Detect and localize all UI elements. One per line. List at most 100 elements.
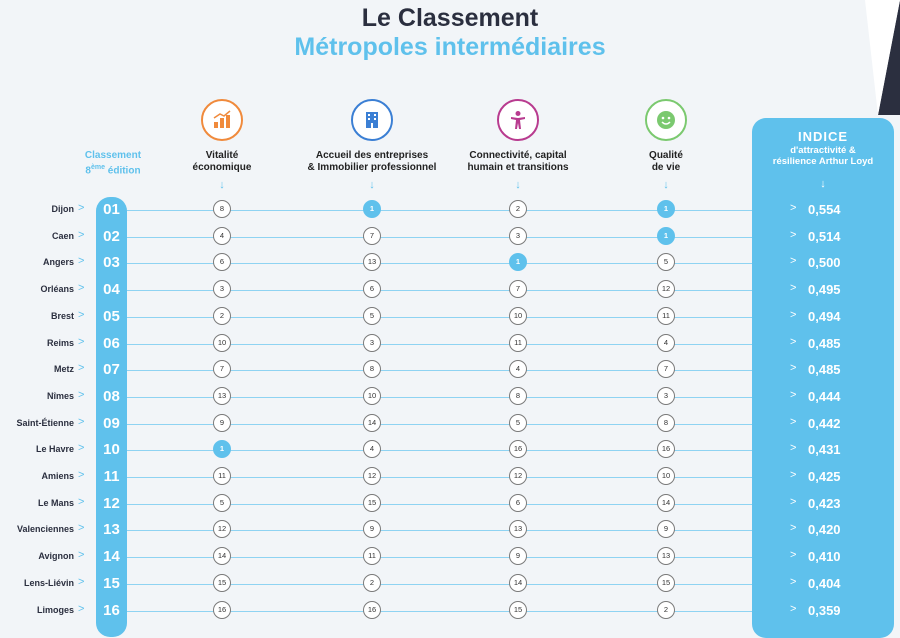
score-circle: 9 <box>509 547 527 566</box>
city-name: Brest <box>50 310 74 321</box>
score-circle: 1 <box>509 253 527 272</box>
table-row: Orléans >04 3 6 7 12 >0,495 <box>0 277 900 303</box>
row-line <box>127 423 752 425</box>
chevron-right-icon: > <box>78 228 85 241</box>
down-arrow-icon: ↓ <box>369 179 375 191</box>
chevron-right-icon: > <box>78 255 85 268</box>
rank-number: 09 <box>103 414 120 432</box>
chevron-right-icon: > <box>790 522 797 535</box>
table-row: Dijon >01 8 1 2 1 >0,554 <box>0 197 900 223</box>
row-line <box>127 290 752 292</box>
score-circle: 16 <box>657 440 675 459</box>
score-circle: 9 <box>363 520 381 539</box>
score-circle: 3 <box>363 333 381 352</box>
score-circle: 11 <box>509 333 527 352</box>
score-circle: 7 <box>657 360 675 379</box>
row-line <box>127 316 752 318</box>
chevron-right-icon: > <box>78 282 85 295</box>
score-circle: 14 <box>509 573 527 592</box>
score-circle: 9 <box>213 413 231 432</box>
chevron-right-icon: > <box>78 415 85 428</box>
chevron-right-icon: > <box>790 415 797 428</box>
rank-number: 04 <box>103 281 120 299</box>
column-header-label: Accueil des entreprises & Immobilier prof… <box>302 150 442 174</box>
index-subtitle: d'attractivité & résilience Arthur Loyd <box>752 145 894 167</box>
score-circle: 13 <box>363 253 381 272</box>
score-circle: 12 <box>657 280 675 299</box>
score-circle: 5 <box>657 253 675 272</box>
rank-number: 08 <box>103 387 120 405</box>
chevron-right-icon: > <box>78 442 85 455</box>
score-circle: 10 <box>213 333 231 352</box>
city-name: Dijon <box>51 204 75 214</box>
score-circle: 1 <box>363 200 381 218</box>
score-circle: 4 <box>509 360 527 379</box>
chevron-right-icon: > <box>790 388 797 401</box>
column-header-line1: Vitalité <box>205 150 239 161</box>
chevron-right-icon: > <box>790 495 797 508</box>
score-circle: 16 <box>213 600 231 619</box>
score-circle: 3 <box>213 280 231 299</box>
rank-number: 03 <box>103 254 120 272</box>
index-value: 0,554 <box>808 202 841 217</box>
score-circle: 16 <box>363 600 381 619</box>
city-name: Le Havre <box>35 444 74 455</box>
score-circle: 2 <box>509 200 527 218</box>
score-circle: 2 <box>213 306 231 325</box>
index-panel <box>752 118 894 638</box>
down-arrow-icon: ↓ <box>663 179 669 191</box>
city-name: Metz <box>54 364 74 375</box>
rank-number: 13 <box>103 521 120 539</box>
score-circle: 11 <box>657 306 675 325</box>
table-row: Lens-Liévin >15 15 2 14 15 >0,404 <box>0 571 900 597</box>
chevron-right-icon: > <box>78 549 85 562</box>
chevron-right-icon: > <box>790 335 797 348</box>
table-row: Nîmes >08 13 10 8 3 >0,444 <box>0 384 900 410</box>
smiley-icon <box>645 99 687 141</box>
down-arrow-icon: ↓ <box>515 179 521 191</box>
score-circle: 7 <box>509 280 527 299</box>
column-header-label: Vitalité économique <box>152 150 292 174</box>
city-name: Saint-Étienne <box>16 417 74 428</box>
city-name: Limoges <box>36 604 74 615</box>
rank-number: 01 <box>103 201 120 218</box>
column-header-label: Connectivité, capital humain et transitio… <box>448 150 588 174</box>
classement-header: Classement 8ème édition <box>78 150 148 177</box>
index-subtitle-line2: résilience Arthur Loyd <box>772 156 874 167</box>
row-line <box>127 343 752 345</box>
column-header-line1: Accueil des entreprises <box>315 150 429 161</box>
table-row: Brest >05 2 5 10 11 >0,494 <box>0 304 900 330</box>
table-row: Caen >02 4 7 3 1 >0,514 <box>0 224 900 250</box>
chevron-right-icon: > <box>78 495 85 508</box>
table-row: Le Mans >12 5 15 6 14 >0,423 <box>0 491 900 517</box>
city-name: Orléans <box>40 284 74 295</box>
table-row: Limoges >16 16 16 15 2 >0,359 <box>0 598 900 624</box>
score-circle: 8 <box>509 386 527 405</box>
score-circle: 15 <box>657 573 675 592</box>
row-line <box>127 450 752 452</box>
score-circle: 15 <box>213 573 231 592</box>
row-line <box>127 610 752 612</box>
column-header-line2: de vie <box>651 162 681 173</box>
column-header-label: Qualité de vie <box>596 150 736 174</box>
score-circle: 5 <box>363 306 381 325</box>
score-circle: 10 <box>363 386 381 405</box>
table-row: Valenciennes >13 12 9 13 9 >0,420 <box>0 517 900 543</box>
index-value: 0,485 <box>808 335 841 351</box>
person-icon <box>497 99 539 141</box>
index-value: 0,404 <box>808 575 841 591</box>
chevron-right-icon: > <box>790 575 797 588</box>
row-line <box>127 263 752 265</box>
score-circle: 15 <box>509 600 527 619</box>
index-value: 0,423 <box>808 495 841 511</box>
row-line <box>127 236 752 238</box>
table-row: Avignon >14 14 11 9 13 >0,410 <box>0 544 900 570</box>
rank-number: 10 <box>103 441 120 459</box>
chevron-right-icon: > <box>790 282 797 295</box>
index-subtitle-line1: d'attractivité & <box>790 145 856 156</box>
down-arrow-icon: ↓ <box>219 179 225 191</box>
rank-number: 12 <box>103 494 120 512</box>
index-value: 0,410 <box>808 549 841 565</box>
building-icon <box>351 99 393 141</box>
score-circle: 4 <box>363 440 381 459</box>
